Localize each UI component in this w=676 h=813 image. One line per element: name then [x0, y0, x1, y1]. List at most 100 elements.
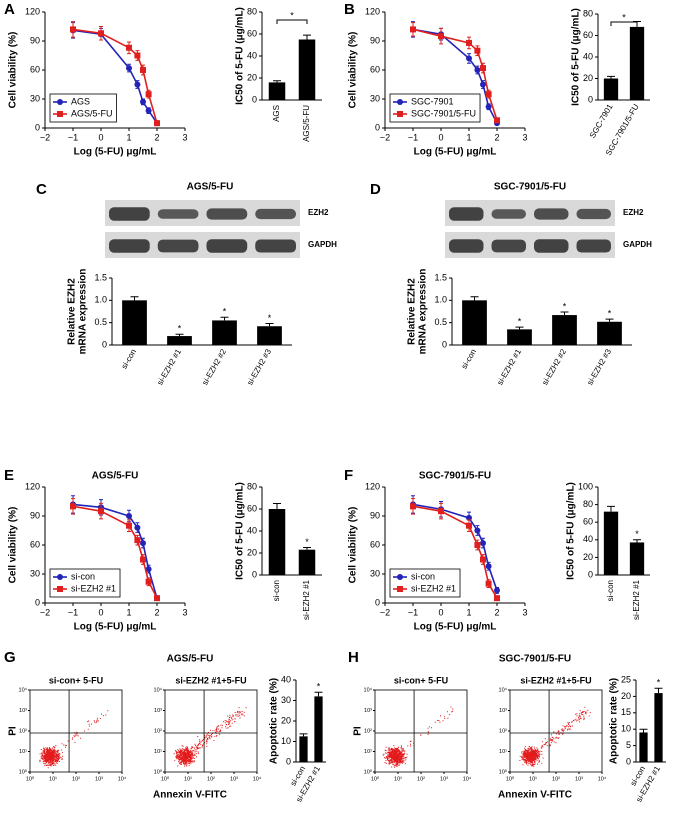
x-tick-label: 1: [466, 607, 471, 617]
error-bar: [639, 728, 648, 733]
x-tick-label: 10²: [207, 776, 215, 782]
y-tick-label: 40: [247, 525, 257, 535]
legend-label: AGS/5-FU: [71, 108, 113, 118]
marker: [474, 67, 481, 73]
x-tick-label: 10⁴: [463, 775, 472, 782]
legend-label: si-con: [71, 571, 95, 581]
y-axis-label: Cell viability (%): [348, 32, 359, 109]
legend-marker: [397, 586, 403, 592]
y-tick-label: 60: [30, 539, 40, 549]
blot-band: [491, 239, 526, 253]
blot-band: [157, 239, 199, 253]
error-bar: [314, 691, 323, 697]
y-tick-label: 15: [621, 707, 631, 717]
plot-frame: [509, 689, 603, 773]
y-tick-label: 1.0: [94, 295, 107, 305]
y-axis-label: mRNA expression: [78, 269, 89, 355]
marker: [98, 508, 104, 515]
y-tick-label: 40: [583, 534, 593, 544]
error-bar: [515, 326, 524, 330]
x-tick-label: 0: [438, 132, 443, 142]
y-tick-label: 0: [252, 94, 257, 104]
x-tick-label: si-EZH2 #2: [200, 347, 228, 387]
panel-title: AGS/5-FU: [92, 471, 139, 482]
x-tick-label: 2: [154, 607, 159, 617]
marker: [438, 508, 444, 515]
y-tick-label: 10³: [19, 708, 27, 714]
y-tick-label: 30: [370, 93, 380, 103]
y-tick-label: 120: [25, 6, 40, 16]
x-tick-label: 0: [98, 607, 103, 617]
y-tick-label: 10: [281, 736, 291, 746]
x-tick-label: 10³: [440, 776, 448, 782]
marker: [70, 26, 76, 33]
y-tick-label: 10⁴: [19, 686, 28, 693]
significance-star: *: [268, 313, 272, 323]
marker: [466, 522, 472, 529]
marker: [134, 81, 141, 88]
marker: [145, 578, 152, 585]
x-tick-label: SGC-7901: [588, 102, 615, 140]
x-tick-label: AGS/5-FU: [302, 105, 311, 142]
blot-band: [255, 208, 296, 220]
significance-star: *: [622, 12, 626, 22]
x-tick-label: 3: [522, 607, 527, 617]
y-tick-label: 1.0: [434, 295, 447, 305]
bar: [507, 329, 532, 345]
marker: [140, 67, 146, 73]
x-tick-label: 1: [126, 607, 131, 617]
blot-band: [491, 209, 526, 219]
marker: [480, 81, 486, 88]
x-tick-label: 10⁴: [598, 775, 607, 782]
y-tick-label: 60: [583, 30, 593, 40]
y-tick-label: 10⁰: [499, 768, 508, 775]
y-tick-label: 10²: [499, 728, 507, 734]
y-axis-label: PI: [353, 726, 364, 736]
marker: [134, 537, 141, 544]
y-tick-label: 80: [247, 481, 257, 491]
blot-band: [534, 208, 569, 220]
x-tick-label: 10¹: [49, 776, 57, 782]
x-tick-label: −2: [40, 132, 50, 142]
y-tick-label: 25: [621, 674, 631, 684]
error-bar: [130, 296, 139, 301]
y-tick-label: 60: [247, 503, 257, 513]
panel-title: SGC-7901/5-FU: [499, 654, 571, 665]
marker: [410, 26, 416, 33]
marker: [126, 65, 132, 72]
y-axis-label: mRNA expression: [418, 269, 429, 355]
blot-band: [255, 239, 296, 253]
significance-star: *: [178, 324, 182, 334]
marker: [154, 595, 160, 602]
blot-band: [206, 208, 248, 220]
significance-star: *: [305, 537, 309, 547]
y-tick-label: 10²: [154, 728, 162, 734]
marker: [474, 47, 481, 54]
marker: [134, 524, 141, 531]
y-tick-label: 40: [583, 51, 593, 61]
marker: [480, 540, 486, 547]
panel-letter: E: [4, 467, 14, 484]
x-tick-label: 10¹: [394, 776, 402, 782]
x-tick-label: 2: [494, 607, 499, 617]
event-cloud: [519, 706, 591, 767]
blot-band: [109, 239, 150, 253]
x-axis-label: Log (5-FU) μg/mL: [414, 622, 497, 633]
bar: [629, 26, 645, 100]
x-tick-label: si-EZH2 #1: [632, 579, 641, 620]
x-tick-label: −1: [68, 132, 78, 142]
band-label: EZH2: [308, 208, 329, 217]
x-tick-label: si-con: [460, 348, 478, 371]
marker: [140, 98, 146, 105]
panel-letter: A: [4, 1, 15, 18]
x-tick-label: −2: [380, 132, 390, 142]
y-tick-label: 30: [281, 695, 291, 705]
y-tick-label: 10⁰: [154, 768, 163, 775]
legend-marker: [397, 111, 403, 117]
y-tick-label: 0: [102, 339, 107, 349]
y-tick-label: 0.5: [94, 317, 107, 327]
blot-band: [449, 239, 484, 253]
y-tick-label: 10³: [499, 708, 507, 714]
marker: [126, 513, 132, 519]
